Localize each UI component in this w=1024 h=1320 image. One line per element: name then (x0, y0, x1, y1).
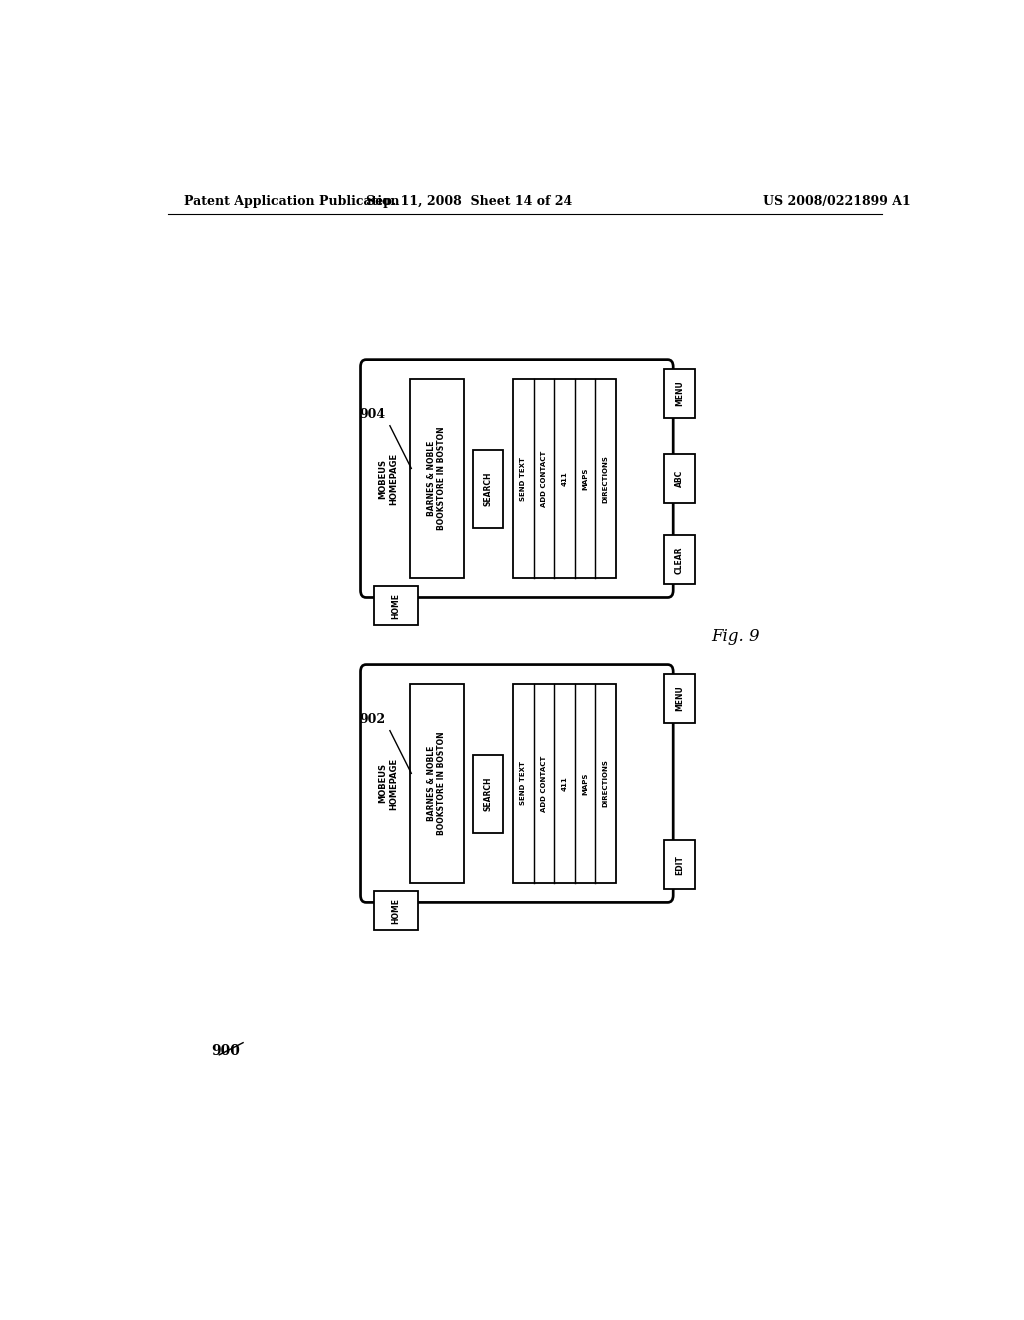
Bar (473, 450, 504, 528)
Text: 900: 900 (211, 1044, 241, 1057)
Text: MENU: MENU (675, 685, 684, 711)
Bar (410, 379, 464, 578)
Bar (665, 368, 694, 417)
Bar (473, 755, 504, 833)
FancyBboxPatch shape (360, 664, 673, 903)
Text: ADD CONTACT: ADD CONTACT (541, 450, 547, 507)
Text: ADD CONTACT: ADD CONTACT (541, 755, 547, 812)
Text: SEARCH: SEARCH (483, 471, 493, 506)
Text: Patent Application Publication: Patent Application Publication (183, 194, 399, 207)
Text: EDIT: EDIT (675, 855, 684, 875)
Bar (374, 891, 418, 929)
Text: MAPS: MAPS (582, 467, 588, 490)
Text: MENU: MENU (675, 380, 684, 407)
Text: MOBEUS
HOMEPAGE: MOBEUS HOMEPAGE (379, 453, 398, 504)
Text: 411: 411 (561, 471, 567, 486)
Text: 902: 902 (359, 713, 386, 726)
Text: MOBEUS
HOMEPAGE: MOBEUS HOMEPAGE (379, 758, 398, 809)
Bar (665, 536, 694, 585)
Text: HOME: HOME (391, 593, 400, 619)
Text: Sep. 11, 2008  Sheet 14 of 24: Sep. 11, 2008 Sheet 14 of 24 (367, 194, 572, 207)
Text: DIRECTIONS: DIRECTIONS (603, 454, 608, 503)
Bar (374, 586, 418, 624)
Text: US 2008/0221899 A1: US 2008/0221899 A1 (763, 194, 910, 207)
Bar (665, 454, 694, 503)
Text: CLEAR: CLEAR (675, 546, 684, 574)
Text: HOME: HOME (391, 898, 400, 924)
Bar (410, 684, 464, 883)
Text: SEND TEXT: SEND TEXT (520, 457, 526, 500)
Text: BARNES & NOBLE
BOOKSTORE IN BOSTON: BARNES & NOBLE BOOKSTORE IN BOSTON (427, 426, 446, 531)
Bar (513, 379, 616, 578)
Text: SEARCH: SEARCH (483, 776, 493, 810)
Text: Fig. 9: Fig. 9 (712, 627, 760, 644)
Text: 904: 904 (359, 408, 386, 421)
Text: MAPS: MAPS (582, 772, 588, 795)
Text: ABC: ABC (675, 470, 684, 487)
Text: SEND TEXT: SEND TEXT (520, 762, 526, 805)
Bar (665, 673, 694, 722)
FancyBboxPatch shape (360, 359, 673, 598)
Text: BARNES & NOBLE
BOOKSTORE IN BOSTON: BARNES & NOBLE BOOKSTORE IN BOSTON (427, 731, 446, 836)
Text: DIRECTIONS: DIRECTIONS (603, 759, 608, 808)
Bar (513, 684, 616, 883)
Text: 411: 411 (561, 776, 567, 791)
Bar (665, 841, 694, 890)
